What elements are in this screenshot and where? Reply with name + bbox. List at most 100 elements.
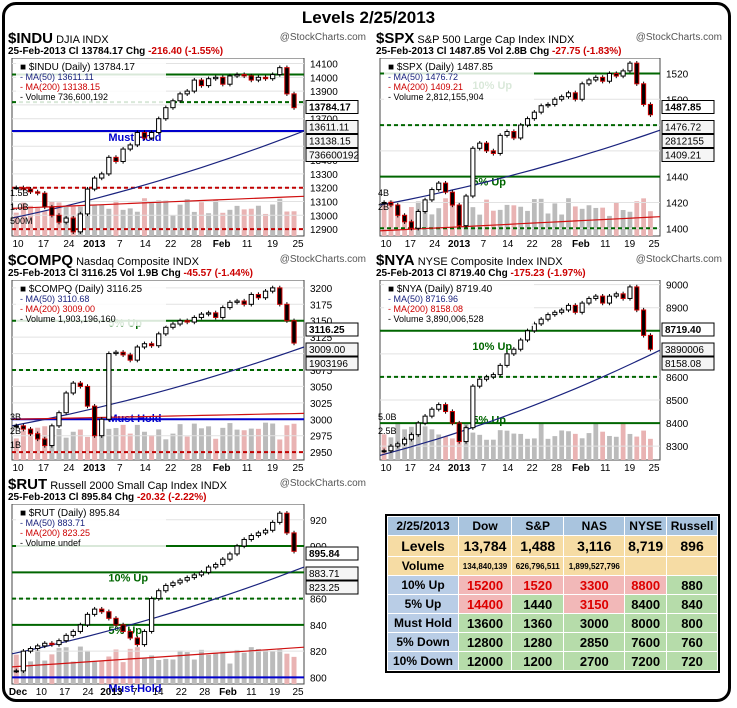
candle-body <box>531 111 537 120</box>
volume-bar <box>213 652 219 684</box>
volume-bar <box>263 213 269 236</box>
level-label: Must Hold <box>108 413 161 425</box>
x-tick-label: 14 <box>140 239 152 250</box>
volume-bar <box>497 209 503 236</box>
y-tick-label: 13000 <box>310 211 338 222</box>
candle-body <box>42 642 48 647</box>
volume-bar <box>511 205 517 236</box>
chart-symbol: $NYA NYSE Composite Index INDX <box>376 252 563 269</box>
volume-bar <box>56 647 62 684</box>
candle-body <box>255 76 262 81</box>
candle-body <box>291 532 297 552</box>
y-tick-label: 13300 <box>310 170 338 181</box>
candle-body <box>511 348 517 355</box>
candle-body <box>91 177 98 190</box>
col-dow: Dow <box>458 516 512 536</box>
legend-entry: - MA(50) 883.71 <box>20 518 85 528</box>
volume-bar <box>525 438 530 460</box>
candle-body <box>422 199 428 212</box>
candle-body <box>234 300 240 303</box>
chart-quote-line: 25-Feb-2013 Cl 8719.40 Chg -175.23 (-1.9… <box>376 268 586 279</box>
candle-body <box>184 577 190 581</box>
volume-bar <box>255 648 261 684</box>
row-label: Levels <box>386 535 460 557</box>
volume-bar <box>106 428 112 460</box>
volume-bar <box>443 198 448 236</box>
volume-bar <box>545 213 551 236</box>
volume-axis-label: 1.5B <box>10 188 29 198</box>
legend-entry: - MA(50) 13611.11 <box>20 72 94 82</box>
volume-bar <box>381 434 387 460</box>
row-label: 5% Up <box>386 594 460 614</box>
y-tick-label: 860 <box>310 595 327 606</box>
table-cell: 14400 <box>458 594 512 614</box>
volume-bar <box>198 428 204 460</box>
volume-bar <box>106 208 112 236</box>
x-tick-label: 7 <box>481 239 487 250</box>
table-cell: 1440 <box>510 594 565 614</box>
volume-bar <box>518 206 524 236</box>
candle-body <box>56 412 62 427</box>
volume-bar <box>579 438 585 460</box>
volume-bar <box>241 209 247 236</box>
candle-body <box>134 132 140 146</box>
x-tick-label: 14 <box>502 239 514 250</box>
value-box <box>305 546 359 561</box>
volume-bar <box>277 439 283 460</box>
candle-body <box>291 93 297 109</box>
volume-bar <box>648 211 653 236</box>
volume-bar <box>120 209 126 236</box>
x-tick-label: 22 <box>165 463 177 474</box>
y-tick-label: 13100 <box>310 198 338 209</box>
table-row: 5% Down 12800 1280 2850 7600 760 <box>386 632 718 652</box>
volume-bar <box>191 211 197 236</box>
candle-body <box>511 131 517 139</box>
y-tick-label: 820 <box>310 647 327 658</box>
volume-bar <box>613 436 619 460</box>
y-tick-label: 800 <box>310 673 327 684</box>
volume-bar <box>113 649 119 684</box>
volume-bar <box>291 423 297 460</box>
candle-body <box>227 75 233 85</box>
volume-bar <box>99 423 105 460</box>
candle-body <box>27 648 34 652</box>
x-tick-label: 2013 <box>448 463 471 474</box>
candle-body <box>600 295 606 304</box>
volume-bar <box>545 438 551 460</box>
volume-bar <box>429 429 435 460</box>
chart-quote-line: 25-Feb-2013 Cl 13784.17 Chg -216.40 (-1.… <box>8 46 224 57</box>
candle-body <box>470 147 476 197</box>
legend-entry: ■ $SPX (Daily) 1487.85 <box>388 62 493 73</box>
candle-body <box>120 624 126 632</box>
x-tick-label: 25 <box>292 687 304 698</box>
y-tick-label: 1400 <box>666 224 689 235</box>
y-tick-label: 9000 <box>666 281 689 292</box>
volume-bar <box>593 423 599 460</box>
volume-axis-label: 5.0B <box>378 412 397 422</box>
candle-body <box>20 650 27 672</box>
volume-bar <box>184 652 190 684</box>
candle-body <box>429 408 435 417</box>
candle-body <box>141 343 148 348</box>
candle-body <box>477 378 483 387</box>
candle-body <box>270 521 276 531</box>
volume-bar <box>120 424 126 460</box>
legend-entry: - Volume 736,600,192 <box>20 92 108 102</box>
volume-bar <box>213 438 219 460</box>
candle-body <box>524 330 531 341</box>
value-box <box>661 120 715 134</box>
candle-body <box>156 590 162 600</box>
candle-body <box>184 90 190 95</box>
chart-symbol: $RUT Russell 2000 Small Cap Index INDX <box>8 476 227 493</box>
x-tick-label: 10 <box>12 463 24 474</box>
candle-body <box>127 630 133 639</box>
candle-body <box>436 404 442 410</box>
table-date: 2/25/2013 <box>386 516 460 536</box>
candle-body <box>127 144 133 150</box>
candle-body <box>277 512 283 523</box>
volume-bar <box>13 438 19 460</box>
value-box <box>661 322 715 337</box>
value-box <box>305 134 359 148</box>
candle-body <box>606 295 613 304</box>
volume-bar <box>28 205 34 236</box>
